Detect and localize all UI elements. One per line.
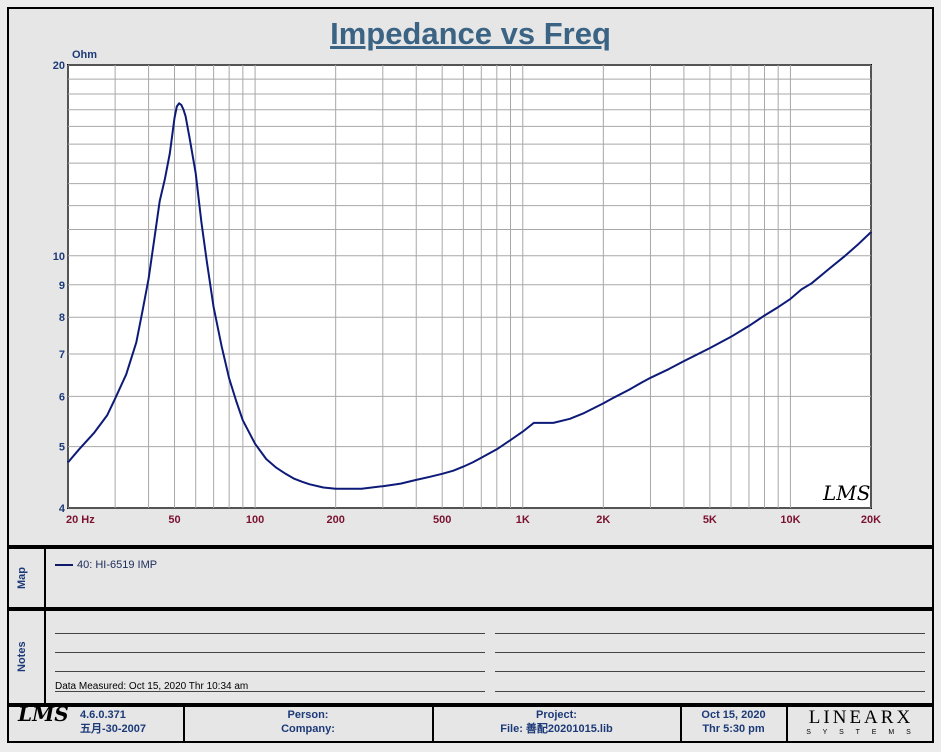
footer-divider [786, 705, 788, 743]
y-tick-label: 5 [59, 442, 65, 454]
file-label: File: 善配20201015.lib [500, 723, 613, 735]
y-tick-label: 10 [53, 251, 65, 263]
y-tick-label: 8 [59, 312, 65, 324]
lms-chart-logo: LMS [822, 481, 870, 505]
note-line [55, 691, 485, 692]
company-label: Company: [281, 723, 335, 735]
x-axis-ticks: 20 Hz 50 100 200 500 1K 2K 5K 10K 20K [66, 514, 881, 526]
lms-footer-logo: LMS [18, 704, 78, 741]
linearx-logo-subtext: S Y S T E M S [806, 729, 916, 736]
notes-top-divider [7, 607, 934, 611]
x-tick-label: 10K [780, 514, 800, 526]
y-tick-label: 9 [59, 280, 65, 292]
note-line [55, 633, 485, 634]
y-tick-label: 6 [59, 391, 65, 403]
version-block: 4.6.0.371 五月-30-2007 [80, 708, 180, 742]
linearx-logo-text: LINEARX [808, 707, 914, 728]
x-tick-label: 2K [596, 514, 610, 526]
lms-logo-text: LMS [18, 702, 69, 726]
project-label: Project: [536, 709, 577, 721]
chart-title: Impedance vs Freq [330, 16, 611, 51]
person-block: Person: Company: [186, 708, 430, 742]
notes-label: Notes [16, 641, 28, 672]
y-axis-ticks: 4 5 6 7 8 9 10 20 [53, 60, 66, 515]
grid [67, 64, 872, 509]
legend-swatch [55, 564, 73, 566]
map-label: Map [16, 567, 28, 589]
note-line [495, 691, 925, 692]
x-tick-label: 200 [326, 514, 344, 526]
x-tick-label: 20K [861, 514, 881, 526]
map-top-divider [7, 545, 934, 549]
legend: 40: HI-6519 IMP [55, 559, 157, 571]
x-tick-label: 20 Hz [66, 514, 95, 526]
legend-entry: 40: HI-6519 IMP [77, 559, 158, 571]
note-line [495, 652, 925, 653]
version-number: 4.6.0.371 [80, 709, 126, 721]
data-measured-text: Data Measured: Oct 15, 2020 Thr 10:34 am [55, 681, 249, 692]
y-tick-label: 7 [59, 349, 65, 361]
series-lines [67, 102, 872, 490]
footer-date: Oct 15, 2020 [701, 709, 766, 721]
footer-top-divider [7, 703, 934, 707]
footer-time: Thr 5:30 pm [702, 723, 765, 735]
footer-divider [680, 705, 682, 743]
x-tick-label: 1K [516, 514, 530, 526]
datetime-block: Oct 15, 2020 Thr 5:30 pm [683, 708, 784, 742]
map-side-divider [44, 547, 46, 609]
linearx-logo: LINEARX S Y S T E M S [789, 708, 933, 742]
footer-divider [183, 705, 185, 743]
x-tick-label: 500 [433, 514, 451, 526]
version-date: 五月-30-2007 [80, 723, 147, 735]
y-tick-label: 20 [53, 60, 65, 72]
x-tick-label: 50 [168, 514, 180, 526]
x-tick-label: 100 [246, 514, 264, 526]
note-line [495, 671, 925, 672]
note-line [55, 671, 485, 672]
footer-divider [432, 705, 434, 743]
note-line [495, 633, 925, 634]
project-block: Project: File: 善配20201015.lib [435, 708, 678, 742]
y-tick-label: 4 [59, 503, 66, 515]
x-tick-label: 5K [703, 514, 717, 526]
y-axis-unit: Ohm [72, 49, 97, 61]
note-line [55, 652, 485, 653]
person-label: Person: [287, 709, 329, 721]
notes-side-divider [44, 609, 46, 704]
impedance-curve [67, 102, 872, 490]
